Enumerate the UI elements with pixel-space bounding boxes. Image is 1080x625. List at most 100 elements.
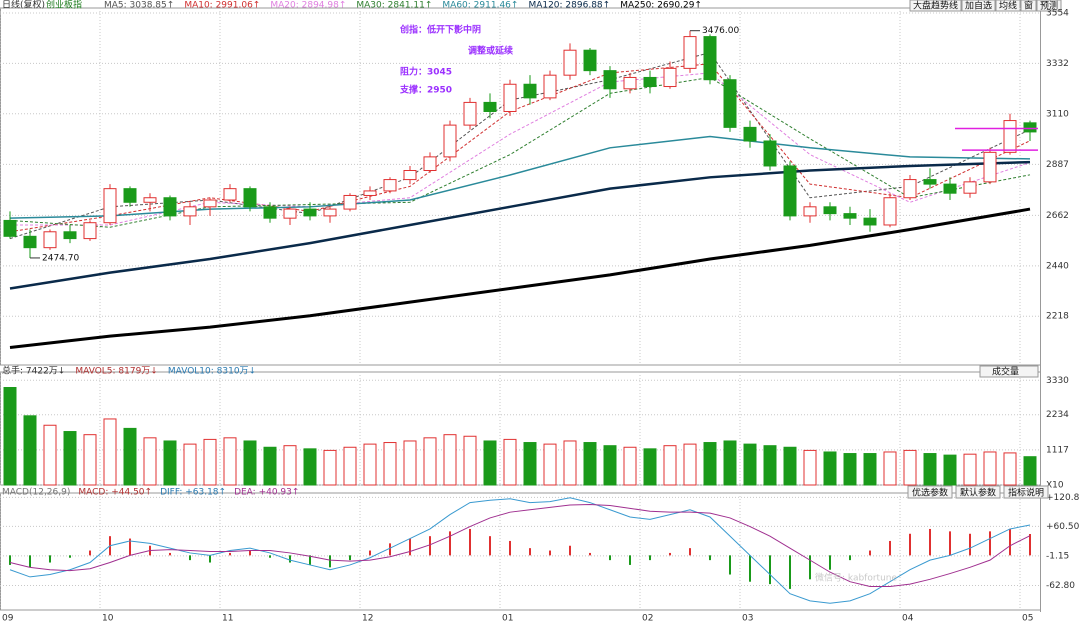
toolbar-button[interactable]: [995, 0, 1021, 12]
y-tick-label: 2440: [1046, 261, 1069, 271]
volume-bar: [783, 446, 797, 486]
toolbar-button-label[interactable]: 加自选: [965, 0, 992, 12]
toolbar-button[interactable]: [909, 0, 962, 12]
x-tick-label: 10: [102, 614, 114, 624]
volume-bar: [1003, 452, 1017, 486]
candle-body: [543, 74, 557, 99]
y-tick-label: 2234: [1046, 410, 1069, 420]
candle-body: [3, 219, 17, 237]
candle-body: [23, 235, 37, 249]
annotation-note: 支撑：2950: [399, 84, 452, 96]
candle-body: [503, 83, 517, 112]
indicator-button[interactable]: [1003, 485, 1049, 499]
volume-bar: [703, 442, 717, 486]
candle-body: [563, 49, 577, 76]
indicator-select-label[interactable]: 成交量: [992, 366, 1019, 378]
x-tick-label: 05: [1022, 614, 1033, 624]
indicator-button[interactable]: [907, 485, 953, 499]
toolbar-button-label[interactable]: 均线: [999, 0, 1017, 12]
period-label: 日线(复权): [2, 0, 45, 11]
y-tick-label: 2662: [1046, 211, 1069, 221]
watermark: 微信号: kabfortune: [815, 572, 897, 584]
ma-legend-entry: MA120: 2896.88↑: [528, 1, 610, 11]
moving-average-line: [9, 160, 1031, 290]
volume-bar: [463, 435, 477, 486]
volume-bar: [563, 440, 577, 486]
candle-body: [863, 217, 877, 226]
toolbar-button[interactable]: [1020, 0, 1037, 12]
volume-bar: [683, 443, 697, 486]
volume-bar: [863, 453, 877, 486]
macd-line: [9, 504, 1031, 588]
volume-bar: [523, 442, 537, 486]
volume-bar: [403, 440, 417, 486]
toolbar-button-label[interactable]: 大盘趋势线: [913, 0, 958, 12]
toolbar-button[interactable]: [961, 0, 996, 12]
candle-body: [163, 197, 177, 217]
candle-body: [43, 231, 57, 249]
toolbar-button-label[interactable]: 窗: [1024, 0, 1033, 12]
volume-bar: [643, 448, 657, 486]
extreme-label: 3476.00: [702, 26, 739, 36]
volume-header: 总手: 7422万↓: [2, 365, 65, 377]
candle-body: [243, 188, 257, 208]
toolbar-button[interactable]: [1036, 0, 1062, 12]
toolbar-button-label[interactable]: 预测: [1040, 1, 1058, 12]
candle-body: [963, 181, 977, 194]
volume-bar: [843, 453, 857, 486]
ma-legend-entry: MA10: 2991.06↑: [184, 1, 260, 11]
moving-average-line: [9, 135, 1031, 219]
volume-bar: [423, 437, 437, 486]
candle-body: [463, 101, 477, 126]
candle-body: [923, 179, 937, 185]
y-tick-label: 3554: [1046, 8, 1069, 18]
volume-bar: [663, 445, 677, 486]
moving-average-line: [9, 76, 1031, 228]
candle-body: [603, 70, 617, 90]
volume-bar: [303, 448, 317, 486]
volume-bar: [503, 438, 517, 486]
volume-bar: [103, 418, 117, 486]
ma-legend-entry: MA5: 3038.85↑: [104, 1, 174, 11]
volume-bar: [803, 449, 817, 486]
volume-bar: [63, 431, 77, 486]
candle-body: [423, 156, 437, 171]
candle-body: [403, 169, 417, 181]
moving-average-line: [9, 207, 1031, 350]
volume-bar: [383, 442, 397, 486]
volume-header: MAVOL10: 8310万↓: [168, 367, 256, 377]
indicator-button-label[interactable]: 指标说明: [1008, 487, 1044, 499]
volume-bar: [363, 443, 377, 486]
candle-body: [103, 188, 117, 224]
candle-body: [63, 231, 77, 240]
indicator-button[interactable]: [955, 485, 1001, 499]
indicator-button-label[interactable]: 默认参数: [960, 487, 996, 499]
candle-body: [363, 190, 377, 196]
candle-body: [743, 126, 757, 142]
indicator-button-label[interactable]: 优选参数: [912, 487, 948, 499]
candle-body: [943, 183, 957, 194]
candle-body: [583, 49, 597, 72]
y-tick-label: 1117: [1046, 445, 1069, 455]
candle-body: [303, 208, 317, 217]
candle-body: [203, 199, 217, 208]
volume-bar: [1023, 456, 1037, 486]
candle-body: [323, 208, 337, 217]
y-tick-label: +60.50: [1046, 522, 1080, 532]
x-tick-label: 09: [2, 614, 14, 624]
volume-bar: [203, 438, 217, 486]
volume-bar: [263, 446, 277, 486]
indicator-select[interactable]: [979, 365, 1039, 378]
ma-legend-entry: MA20: 2894.98↑: [270, 1, 346, 11]
symbol-label: 创业板指: [46, 0, 82, 11]
candle-body: [223, 188, 237, 201]
x-tick-label: 04: [902, 614, 914, 624]
volume-bar: [483, 440, 497, 486]
volume-bar: [223, 437, 237, 486]
candle-body: [443, 124, 457, 158]
candle-body: [283, 208, 297, 219]
volume-bar: [883, 451, 897, 486]
volume-bar: [743, 443, 757, 486]
